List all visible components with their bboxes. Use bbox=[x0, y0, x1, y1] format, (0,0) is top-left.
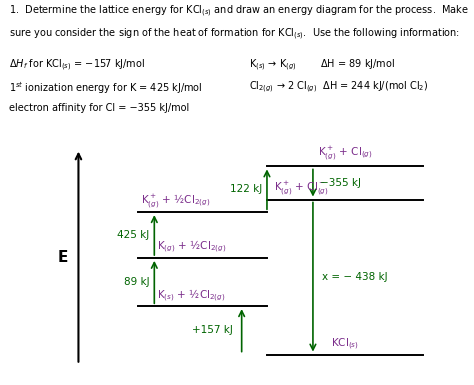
Text: K$_{(s)}$ + ½Cl$_{2(g)}$: K$_{(s)}$ + ½Cl$_{2(g)}$ bbox=[156, 287, 225, 304]
Text: 1$^{st}$ ionization energy for K = 425 kJ/mol: 1$^{st}$ ionization energy for K = 425 k… bbox=[9, 80, 203, 96]
Text: 1.  Determine the lattice energy for KCl$_{(s)}$ and draw an energy diagram for : 1. Determine the lattice energy for KCl$… bbox=[9, 4, 469, 19]
Text: E: E bbox=[57, 251, 67, 265]
Text: K$_{(g)}$ + ½Cl$_{2(g)}$: K$_{(g)}$ + ½Cl$_{2(g)}$ bbox=[156, 239, 226, 255]
Text: −355 kJ: −355 kJ bbox=[320, 178, 361, 188]
Text: K$^+_{(g)}$ + Cl$_{(g)}$: K$^+_{(g)}$ + Cl$_{(g)}$ bbox=[318, 144, 373, 162]
Text: x = − 438 kJ: x = − 438 kJ bbox=[322, 272, 388, 282]
Text: electron affinity for Cl = −355 kJ/mol: electron affinity for Cl = −355 kJ/mol bbox=[9, 103, 190, 113]
Text: 425 kJ: 425 kJ bbox=[118, 230, 150, 240]
Text: Cl$_{2(g)}$ → 2 Cl$_{(g)}$  $\Delta$H = 244 kJ/(mol Cl$_2$): Cl$_{2(g)}$ → 2 Cl$_{(g)}$ $\Delta$H = 2… bbox=[248, 80, 428, 95]
Text: K$^+_{(g)}$ + Cl$^-_{(g)}$: K$^+_{(g)}$ + Cl$^-_{(g)}$ bbox=[274, 179, 328, 197]
Text: K$^+_{(g)}$ + ½Cl$_{2(g)}$: K$^+_{(g)}$ + ½Cl$_{2(g)}$ bbox=[140, 192, 210, 210]
Text: 89 kJ: 89 kJ bbox=[124, 277, 150, 287]
Text: sure you consider the sign of the heat of formation for KCl$_{(s)}$.  Use the fo: sure you consider the sign of the heat o… bbox=[9, 27, 461, 42]
Text: +157 kJ: +157 kJ bbox=[191, 325, 232, 335]
Text: K$_{(s)}$ → K$_{(g)}$        $\Delta$H = 89 kJ/mol: K$_{(s)}$ → K$_{(g)}$ $\Delta$H = 89 kJ/… bbox=[248, 57, 395, 73]
Text: KCl$_{(s)}$: KCl$_{(s)}$ bbox=[331, 336, 359, 352]
Text: 122 kJ: 122 kJ bbox=[230, 184, 263, 194]
Text: $\Delta H_f$ for KCl$_{(s)}$ = −157 kJ/mol: $\Delta H_f$ for KCl$_{(s)}$ = −157 kJ/m… bbox=[9, 57, 146, 73]
